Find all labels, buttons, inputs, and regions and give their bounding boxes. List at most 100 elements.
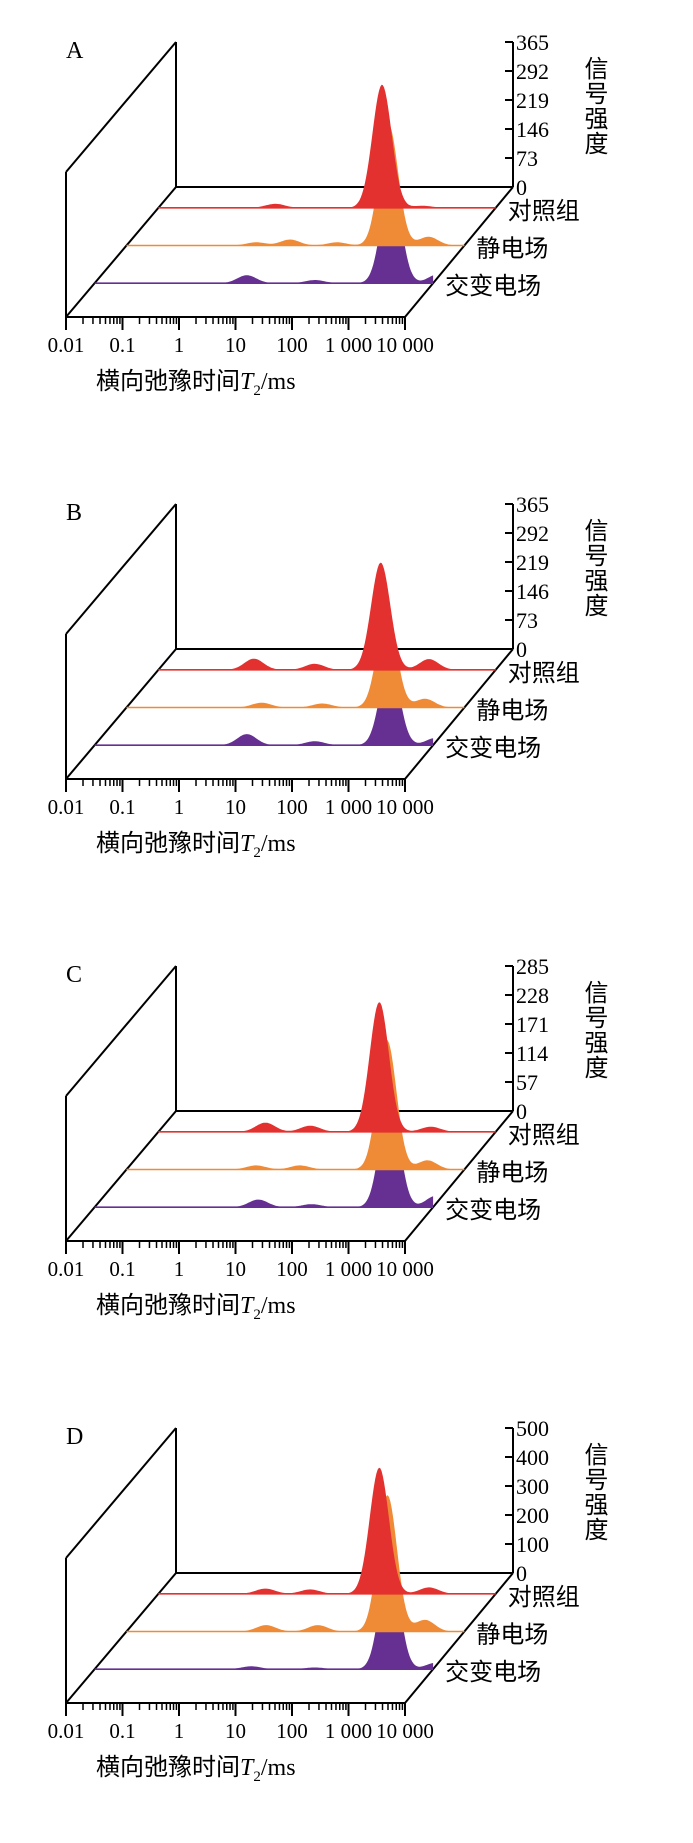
x-tick-label: 0.01 [48, 1719, 85, 1743]
chart-panel-a: A 365 292 219 146 73 0 信号强度 0.01 0.1 1 10 100 1 000 10… [48, 30, 608, 399]
y-tick-label: 0 [516, 1099, 527, 1124]
y-tick-label: 292 [516, 59, 549, 84]
x-tick-label: 100 [276, 795, 308, 819]
x-tick-label: 1 [174, 1719, 185, 1743]
x-tick-label: 100 [276, 1257, 308, 1281]
y-tick-label: 500 [516, 1416, 549, 1441]
y-tick-label: 100 [516, 1532, 549, 1557]
x-tick-label: 1 000 [325, 1719, 372, 1743]
x-tick-label: 1 [174, 795, 185, 819]
y-tick-label: 365 [516, 30, 549, 55]
left-top-edge [65, 1427, 177, 1559]
x-tick-label: 0.1 [109, 333, 135, 357]
y-tick-label: 146 [516, 579, 549, 604]
series-area-alternating [94, 1556, 434, 1670]
series-label: 交变电场 [445, 1197, 541, 1224]
floor-left-edge [65, 648, 177, 780]
y-axis-title: 信号强度 [580, 1442, 608, 1542]
series-label: 对照组 [508, 1584, 580, 1611]
y-tick-label: 219 [516, 550, 549, 575]
x-tick-label: 100 [276, 333, 308, 357]
series-label: 静电场 [476, 236, 548, 263]
series-label: 交变电场 [445, 735, 541, 762]
y-tick-label: 228 [516, 983, 549, 1008]
series-label: 对照组 [508, 660, 580, 687]
series-label: 静电场 [476, 1622, 548, 1649]
x-tick-label: 1 [174, 333, 185, 357]
floor-right-edge [404, 1110, 514, 1242]
panel-label: A [66, 38, 84, 64]
x-tick-label: 100 [276, 1719, 308, 1743]
y-tick-label: 300 [516, 1474, 549, 1499]
floor-right-edge [404, 648, 514, 780]
series-label: 交变电场 [445, 1659, 541, 1686]
series-area-electrostatic [126, 1495, 465, 1632]
y-tick-label: 200 [516, 1503, 549, 1528]
series-area-control [158, 1467, 496, 1594]
floor-right-edge [404, 186, 514, 318]
x-axis-title: 横向弛豫时间T2/ms [96, 368, 296, 399]
x-tick-label: 0.1 [109, 795, 135, 819]
x-tick-label: 0.01 [48, 333, 85, 357]
x-tick-label: 0.01 [48, 795, 85, 819]
series-label: 交变电场 [445, 273, 541, 300]
series-label: 静电场 [476, 1160, 548, 1187]
y-tick-label: 0 [516, 175, 527, 200]
chart-panel-b: B 365 292 219 146 73 0 信号强度 0.01 0.1 1 10 100 1 000 10… [48, 492, 608, 861]
y-tick-label: 73 [516, 146, 538, 171]
y-tick-label: 0 [516, 1561, 527, 1586]
series-area-alternating [94, 1094, 434, 1208]
series-area-alternating [94, 659, 434, 746]
y-tick-label: 0 [516, 637, 527, 662]
x-tick-label: 10 000 [376, 1257, 434, 1281]
y-tick-label: 146 [516, 117, 549, 142]
panel-label: B [66, 500, 82, 526]
chart-panel-d: D 500 400 300 200 100 0 信号强度 0.01 0.1 1 10 100 1 000 1… [48, 1416, 608, 1785]
x-tick-label: 10 [225, 333, 246, 357]
y-tick-label: 171 [516, 1012, 549, 1037]
series-area-control [158, 1002, 496, 1132]
y-tick-label: 57 [516, 1070, 538, 1095]
x-tick-label: 0.01 [48, 1257, 85, 1281]
left-top-edge [65, 503, 177, 635]
series-area-electrostatic [126, 124, 465, 246]
y-tick-label: 219 [516, 88, 549, 113]
x-tick-label: 10 000 [376, 795, 434, 819]
y-tick-label: 292 [516, 521, 549, 546]
floor-right-edge [404, 1572, 514, 1704]
floor-left-edge [65, 1572, 177, 1704]
x-tick-label: 10 000 [376, 333, 434, 357]
chart-panel-c: C 285 228 171 114 57 0 信号强度 0.01 0.1 1 10 100 1 000 10… [48, 954, 608, 1323]
left-top-edge [65, 41, 177, 173]
x-tick-label: 1 000 [325, 795, 372, 819]
x-tick-label: 0.1 [109, 1719, 135, 1743]
x-tick-label: 10 [225, 1719, 246, 1743]
floor-left-edge [65, 1110, 177, 1242]
x-tick-label: 1 [174, 1257, 185, 1281]
series-area-control [158, 562, 496, 670]
series-area-alternating [94, 178, 434, 284]
floor-left-edge [65, 186, 177, 318]
x-tick-label: 10 [225, 795, 246, 819]
series-area-control [158, 84, 496, 208]
y-tick-label: 114 [516, 1041, 548, 1066]
x-axis-title: 横向弛豫时间T2/ms [96, 1292, 296, 1323]
x-tick-label: 0.1 [109, 1257, 135, 1281]
x-tick-label: 1 000 [325, 333, 372, 357]
left-top-edge [65, 965, 177, 1097]
series-label: 对照组 [508, 198, 580, 225]
y-tick-label: 285 [516, 954, 549, 979]
x-tick-label: 10 000 [376, 1719, 434, 1743]
x-tick-label: 10 [225, 1257, 246, 1281]
y-tick-label: 400 [516, 1445, 549, 1470]
y-tick-label: 365 [516, 492, 549, 517]
panel-label: D [66, 1424, 83, 1450]
x-axis-title: 横向弛豫时间T2/ms [96, 1754, 296, 1785]
y-axis-title: 信号强度 [580, 518, 608, 618]
y-axis-title: 信号强度 [580, 980, 608, 1080]
panel-label: C [66, 962, 82, 988]
y-axis-title: 信号强度 [580, 56, 608, 156]
x-axis-title: 横向弛豫时间T2/ms [96, 830, 296, 861]
series-label: 静电场 [476, 698, 548, 725]
